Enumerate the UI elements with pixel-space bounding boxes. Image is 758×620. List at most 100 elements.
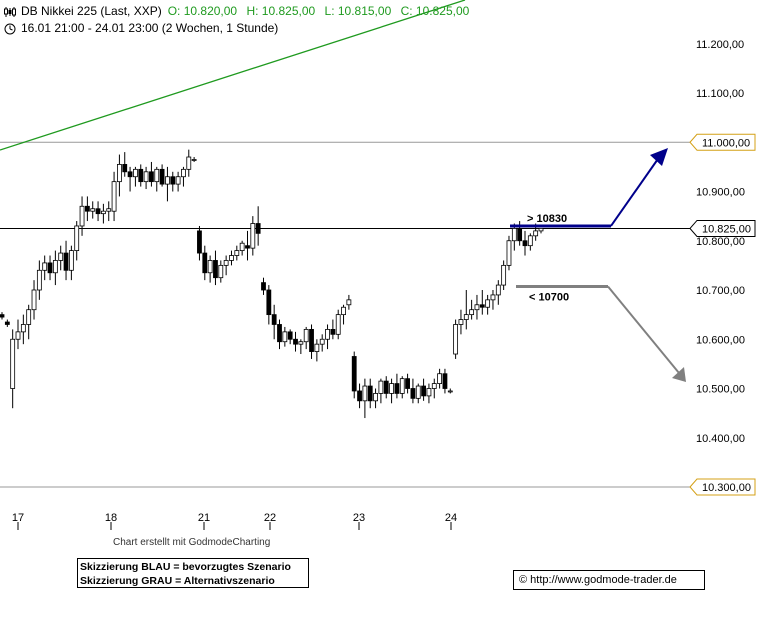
candle — [357, 383, 362, 409]
candle — [447, 388, 453, 394]
x-tick-label: 23 — [353, 512, 365, 524]
candle — [90, 201, 96, 219]
candle — [485, 294, 491, 315]
blue-scenario-arrow — [610, 155, 661, 227]
candle — [538, 228, 544, 234]
y-tick-label: 11.200,00 — [696, 39, 744, 51]
candle — [122, 152, 128, 177]
candle — [47, 255, 53, 281]
candle — [335, 309, 341, 340]
level-marker — [689, 133, 756, 151]
candle — [362, 378, 368, 419]
candle — [165, 166, 170, 202]
x-tick-label: 24 — [445, 512, 457, 524]
blue-scenario-label: > 10830 — [527, 213, 567, 225]
candle — [68, 245, 74, 281]
candle — [506, 235, 512, 271]
legend-grey: Skizzierung GRAU = Alternativszenario — [80, 575, 275, 587]
candle — [223, 255, 229, 276]
candle — [346, 294, 352, 310]
scenario-legend: Skizzierung BLAU = bevorzugtes Szenario … — [77, 558, 309, 588]
candle — [197, 225, 202, 261]
trend-line — [0, 0, 466, 151]
candle — [303, 326, 309, 350]
website-link[interactable]: © http://www.godmode-trader.de — [513, 570, 705, 590]
candle — [298, 339, 304, 355]
low-value: L: 10.815,00 — [324, 4, 392, 18]
candle — [367, 378, 373, 409]
candle — [42, 255, 48, 281]
y-tick-label: 10.900,00 — [696, 187, 745, 199]
candle — [383, 376, 389, 399]
level-label: 11.000,00 — [702, 137, 750, 149]
candle — [31, 280, 37, 320]
price-chart[interactable]: 11.200,00 11.100,00 10.900,00 10.800,00 10.7… — [0, 0, 758, 560]
candle — [511, 223, 517, 251]
candle — [463, 290, 469, 330]
candle — [213, 250, 218, 286]
y-tick-label: 10.500,00 — [696, 384, 745, 396]
candle — [527, 233, 533, 251]
candle — [490, 290, 496, 310]
candle — [282, 326, 288, 347]
candlestick-icon — [4, 6, 16, 17]
candle — [58, 245, 64, 271]
level-label: 10.300,00 — [702, 482, 751, 494]
candle — [522, 230, 528, 256]
candle — [389, 378, 394, 404]
candle — [255, 206, 261, 246]
candle — [330, 319, 336, 340]
candle — [426, 383, 432, 404]
level-label: 10.825,00 — [702, 223, 751, 235]
candle — [373, 388, 378, 409]
candle — [10, 329, 16, 409]
candle — [341, 304, 346, 325]
candle — [79, 196, 85, 236]
candle — [437, 368, 443, 389]
candle — [74, 221, 80, 261]
y-tick-label: 10.700,00 — [696, 285, 745, 297]
chart-credit: Chart erstellt mit GodmodeCharting — [113, 537, 271, 548]
candle — [20, 314, 26, 345]
candle — [100, 203, 106, 224]
candle — [63, 240, 69, 281]
y-tick-label: 10.800,00 — [696, 236, 745, 248]
candle — [4, 319, 10, 327]
candle — [181, 166, 186, 187]
candle — [133, 166, 138, 187]
candle — [271, 304, 277, 340]
candle — [293, 331, 298, 352]
clock-icon — [4, 23, 16, 34]
candle — [207, 255, 213, 283]
candle — [474, 294, 480, 320]
candle — [495, 280, 501, 305]
candle — [159, 164, 165, 187]
candle — [277, 319, 282, 350]
level-marker — [689, 219, 756, 237]
x-tick-label: 18 — [105, 512, 117, 524]
x-tick-label: 21 — [198, 512, 210, 524]
candle — [127, 166, 133, 192]
grey-scenario-arrow — [607, 285, 680, 374]
candle — [266, 285, 272, 325]
candle — [106, 201, 112, 222]
blue-arrow-head — [650, 148, 668, 166]
candle — [250, 216, 256, 256]
candle — [325, 324, 330, 350]
candle — [431, 378, 437, 399]
candle — [458, 309, 464, 335]
candle — [351, 351, 357, 399]
candle — [442, 368, 448, 394]
candle — [405, 373, 410, 394]
period-range: 16.01 21:00 - 24.01 23:00 (2 Wochen, 1 S… — [21, 21, 279, 35]
candle — [84, 196, 90, 222]
candle — [15, 319, 21, 350]
candle — [399, 376, 405, 399]
level-marker — [689, 478, 756, 496]
close-value: C: 10.825,00 — [400, 4, 470, 18]
candle — [138, 164, 144, 187]
candle — [309, 324, 314, 359]
candle — [394, 373, 400, 399]
chart-header: DB Nikkei 225 (Last, XXP) O: 10.820,00 H… — [4, 3, 475, 37]
open-value: O: 10.820,00 — [167, 4, 238, 18]
